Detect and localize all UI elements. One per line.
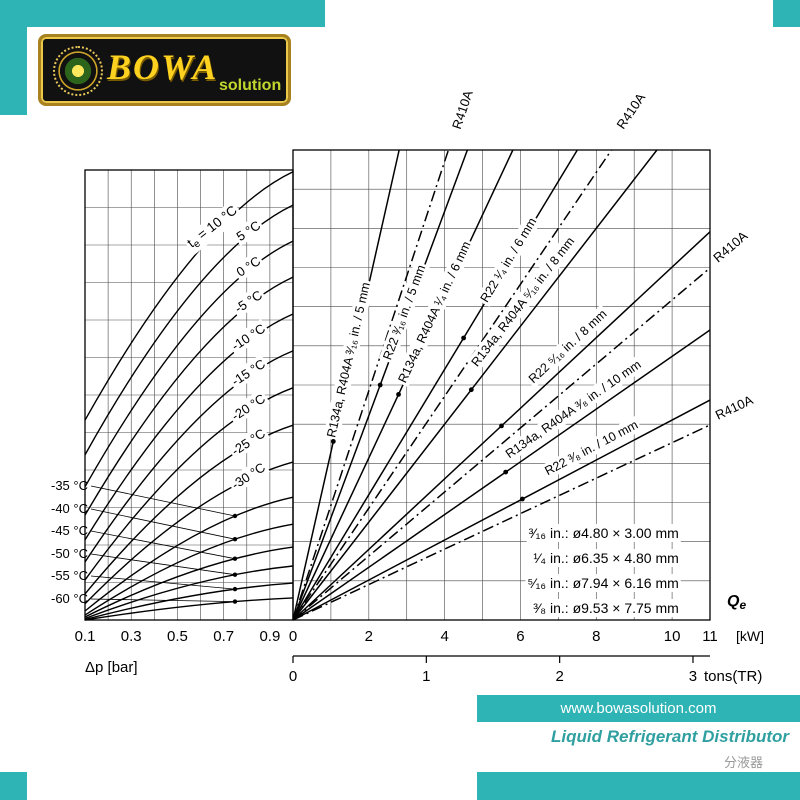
- marker-dot: [232, 513, 238, 519]
- qe-axis-label: Qe: [727, 593, 746, 612]
- temperature-curve: [84, 424, 294, 595]
- dp-axis-label: Δp [bar]: [85, 659, 138, 676]
- legend-fraction: ¹⁄₄: [533, 550, 546, 566]
- refrigerant-line-label: R134a, R404A ³⁄₁₆ in. / 5 mm: [324, 281, 373, 439]
- refrigerant-line-label: R410A: [449, 88, 476, 131]
- bowa-logo: BOWA solution: [38, 34, 291, 106]
- marker-dot: [461, 335, 466, 341]
- distributor-line: [292, 424, 711, 621]
- temperature-curve: [84, 597, 294, 621]
- te-curve-label: -45 °C: [51, 523, 88, 538]
- te-curve-label: -40 °C: [51, 501, 88, 516]
- marker-dot: [396, 392, 401, 397]
- marker-dot: [232, 586, 238, 592]
- distributor-line: [292, 149, 658, 621]
- refrigerant-line-label: R410A: [713, 392, 756, 423]
- tons-tick-label: 1: [422, 668, 430, 685]
- tons-tick-label: 3: [689, 668, 697, 685]
- marker-dot: [232, 537, 238, 542]
- temperature-curve: [84, 171, 294, 421]
- te-curve-label: -35 °C: [51, 478, 88, 493]
- temperature-curve: [84, 496, 294, 612]
- temperature-curve: [84, 523, 294, 616]
- te-curve-label: -60 °C: [51, 591, 88, 606]
- kw-tick-label: 2: [365, 628, 373, 645]
- distributor-line: [292, 149, 514, 621]
- distributor-line: [292, 149, 450, 621]
- marker-dot: [232, 572, 238, 577]
- marker-dot: [519, 496, 525, 502]
- te-curve-label: -55 °C: [51, 568, 88, 583]
- temperature-curve: [84, 204, 294, 456]
- marker-dot: [503, 469, 509, 475]
- te-curve-label: -20 °C: [229, 391, 268, 424]
- te-curve-label: -10 °C: [229, 321, 268, 354]
- kw-tick-label: 11: [702, 628, 718, 645]
- top-teal-bar: [0, 0, 325, 27]
- temperature-curve: [84, 276, 294, 516]
- bottom-left-teal-square: [0, 772, 27, 800]
- refrigerant-line-label: R22 ⁵⁄₁₆ in. / 8 mm: [526, 307, 610, 386]
- refrigerant-line-label: R410A: [710, 228, 750, 265]
- kw-tick-label: 4: [440, 628, 448, 645]
- footer-subtitle-cn: 分液器: [723, 755, 763, 770]
- legend-text: in.: ø6.35 × 4.80 mm: [550, 550, 679, 566]
- top-right-teal-square: [773, 0, 800, 27]
- marker-dot: [499, 423, 504, 429]
- footer-title: Liquid Refrigerant Distributor: [551, 727, 789, 746]
- tons-axis-label: tons(TR): [704, 668, 762, 685]
- kw-tick-label: 8: [592, 628, 600, 645]
- legend-text: in.: ø9.53 × 7.75 mm: [550, 600, 679, 616]
- dp-tick-label: 0.5: [167, 628, 188, 645]
- marker-dot: [468, 387, 474, 393]
- marker-dot: [377, 382, 383, 388]
- dp-tick-label: 0.3: [121, 628, 142, 645]
- legend-text: in.: ø4.80 × 3.00 mm: [550, 525, 679, 541]
- te-curve-label: -50 °C: [51, 546, 88, 561]
- kw-tick-label: 10: [664, 628, 681, 645]
- kw-tick-label: 0: [289, 628, 297, 645]
- dp-tick-label: 0.9: [259, 628, 280, 645]
- dp-tick-label: 0.1: [75, 628, 96, 645]
- dp-tick-label: 0.7: [213, 628, 234, 645]
- temperature-curve: [84, 313, 294, 541]
- temperature-curve: [84, 565, 294, 620]
- bottom-teal-bar: [477, 772, 800, 800]
- temperature-curve: [84, 582, 294, 621]
- kw-tick-label: 6: [516, 628, 524, 645]
- distributor-line: [292, 149, 613, 621]
- tons-tick-label: 0: [289, 668, 297, 685]
- logo-suffix-text: solution: [219, 77, 282, 94]
- website-url[interactable]: www.bowasolution.com: [560, 700, 717, 717]
- te-curve-label: -25 °C: [229, 426, 268, 459]
- marker-dot: [330, 439, 336, 444]
- marker-dot: [232, 556, 238, 561]
- bowa-emblem-icon: [53, 46, 103, 96]
- distributor-line: [292, 267, 711, 621]
- te-curve-label: -15 °C: [229, 356, 268, 389]
- temperature-curve: [84, 350, 294, 563]
- legend-text: in.: ø7.94 × 6.16 mm: [550, 575, 679, 591]
- logo-brand-text: BOWA: [107, 47, 219, 87]
- marker-dot: [232, 599, 238, 604]
- website-bar[interactable]: www.bowasolution.com: [477, 695, 800, 722]
- legend-fraction: ³⁄₁₆: [529, 525, 546, 541]
- temperature-curve: [84, 387, 294, 581]
- distributor-line: [292, 399, 711, 621]
- tons-tick-label: 2: [555, 668, 563, 685]
- temperature-curve: [84, 546, 294, 618]
- distributor-line: [292, 329, 711, 621]
- legend-fraction: ⁵⁄₁₆: [527, 575, 546, 591]
- legend-fraction: ³⁄₈: [533, 600, 546, 616]
- temperature-curve: [84, 240, 294, 488]
- left-teal-bar: [0, 0, 27, 115]
- refrigerant-line-label: R410A: [614, 90, 649, 132]
- te-curve-label: -30 °C: [229, 460, 268, 493]
- kw-unit-label: [kW]: [736, 628, 764, 644]
